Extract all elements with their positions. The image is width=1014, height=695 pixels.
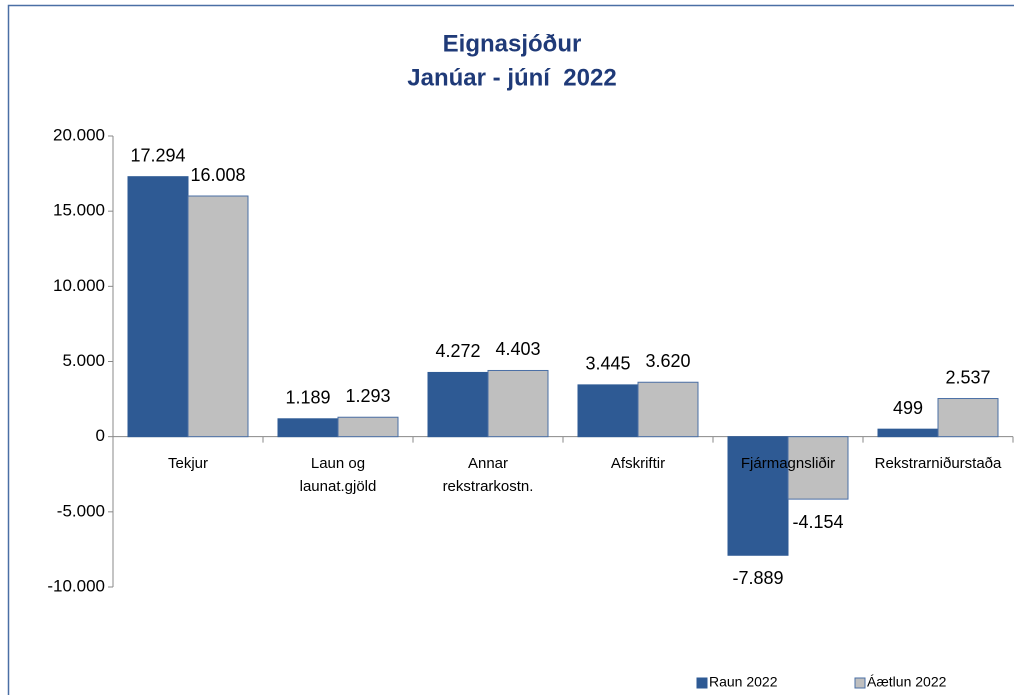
data-label: 1.293 [345, 386, 390, 406]
data-label: -7.889 [732, 568, 783, 588]
bar [427, 371, 489, 438]
chart-subtitle: Janúar - júní 2022 [407, 64, 616, 91]
y-tick-label: 10.000 [53, 276, 105, 295]
bar [127, 176, 189, 438]
bar [187, 195, 249, 438]
data-label: 16.008 [190, 165, 245, 185]
data-label: 1.189 [285, 388, 330, 408]
bar [337, 416, 399, 438]
bar [277, 418, 339, 438]
legend-swatch [854, 677, 866, 689]
data-label: -4.154 [792, 512, 843, 532]
x-tick-label: Rekstrarniðurstaða [874, 455, 1002, 472]
data-label: 3.620 [645, 351, 690, 371]
chart-title: Eignasjóður [443, 30, 582, 57]
legend-label: Áætlun 2022 [867, 674, 947, 690]
data-label: 3.445 [585, 354, 630, 374]
data-label: 4.403 [495, 339, 540, 359]
bar [727, 436, 789, 556]
bar [787, 436, 849, 500]
y-tick-label: 20.000 [53, 125, 105, 144]
chart-frame [7, 4, 1014, 695]
legend-swatch [696, 677, 708, 689]
data-label: 4.272 [435, 341, 480, 361]
bar [577, 384, 639, 438]
bar [937, 398, 999, 438]
x-tick-label: Fjármagnsliðir [740, 455, 836, 472]
bar [487, 369, 549, 438]
y-tick-label: 0 [96, 426, 105, 445]
x-tick-label: Annar rekstrarkostn. [442, 455, 534, 495]
x-tick-label: Afskriftir [610, 455, 666, 472]
bar [637, 381, 699, 438]
data-label: 499 [893, 398, 923, 418]
y-tick-label: -5.000 [57, 501, 105, 520]
x-tick-label: Tekjur [167, 455, 208, 472]
x-tick-label: Laun og launat.gjöld [299, 455, 377, 495]
y-tick-label: 5.000 [62, 351, 105, 370]
bar [877, 428, 939, 438]
data-label: 17.294 [130, 145, 185, 165]
y-tick-label: -10.000 [47, 576, 105, 595]
y-tick-label: 15.000 [53, 201, 105, 220]
legend-label: Raun 2022 [709, 674, 778, 690]
data-label: 2.537 [945, 367, 990, 387]
